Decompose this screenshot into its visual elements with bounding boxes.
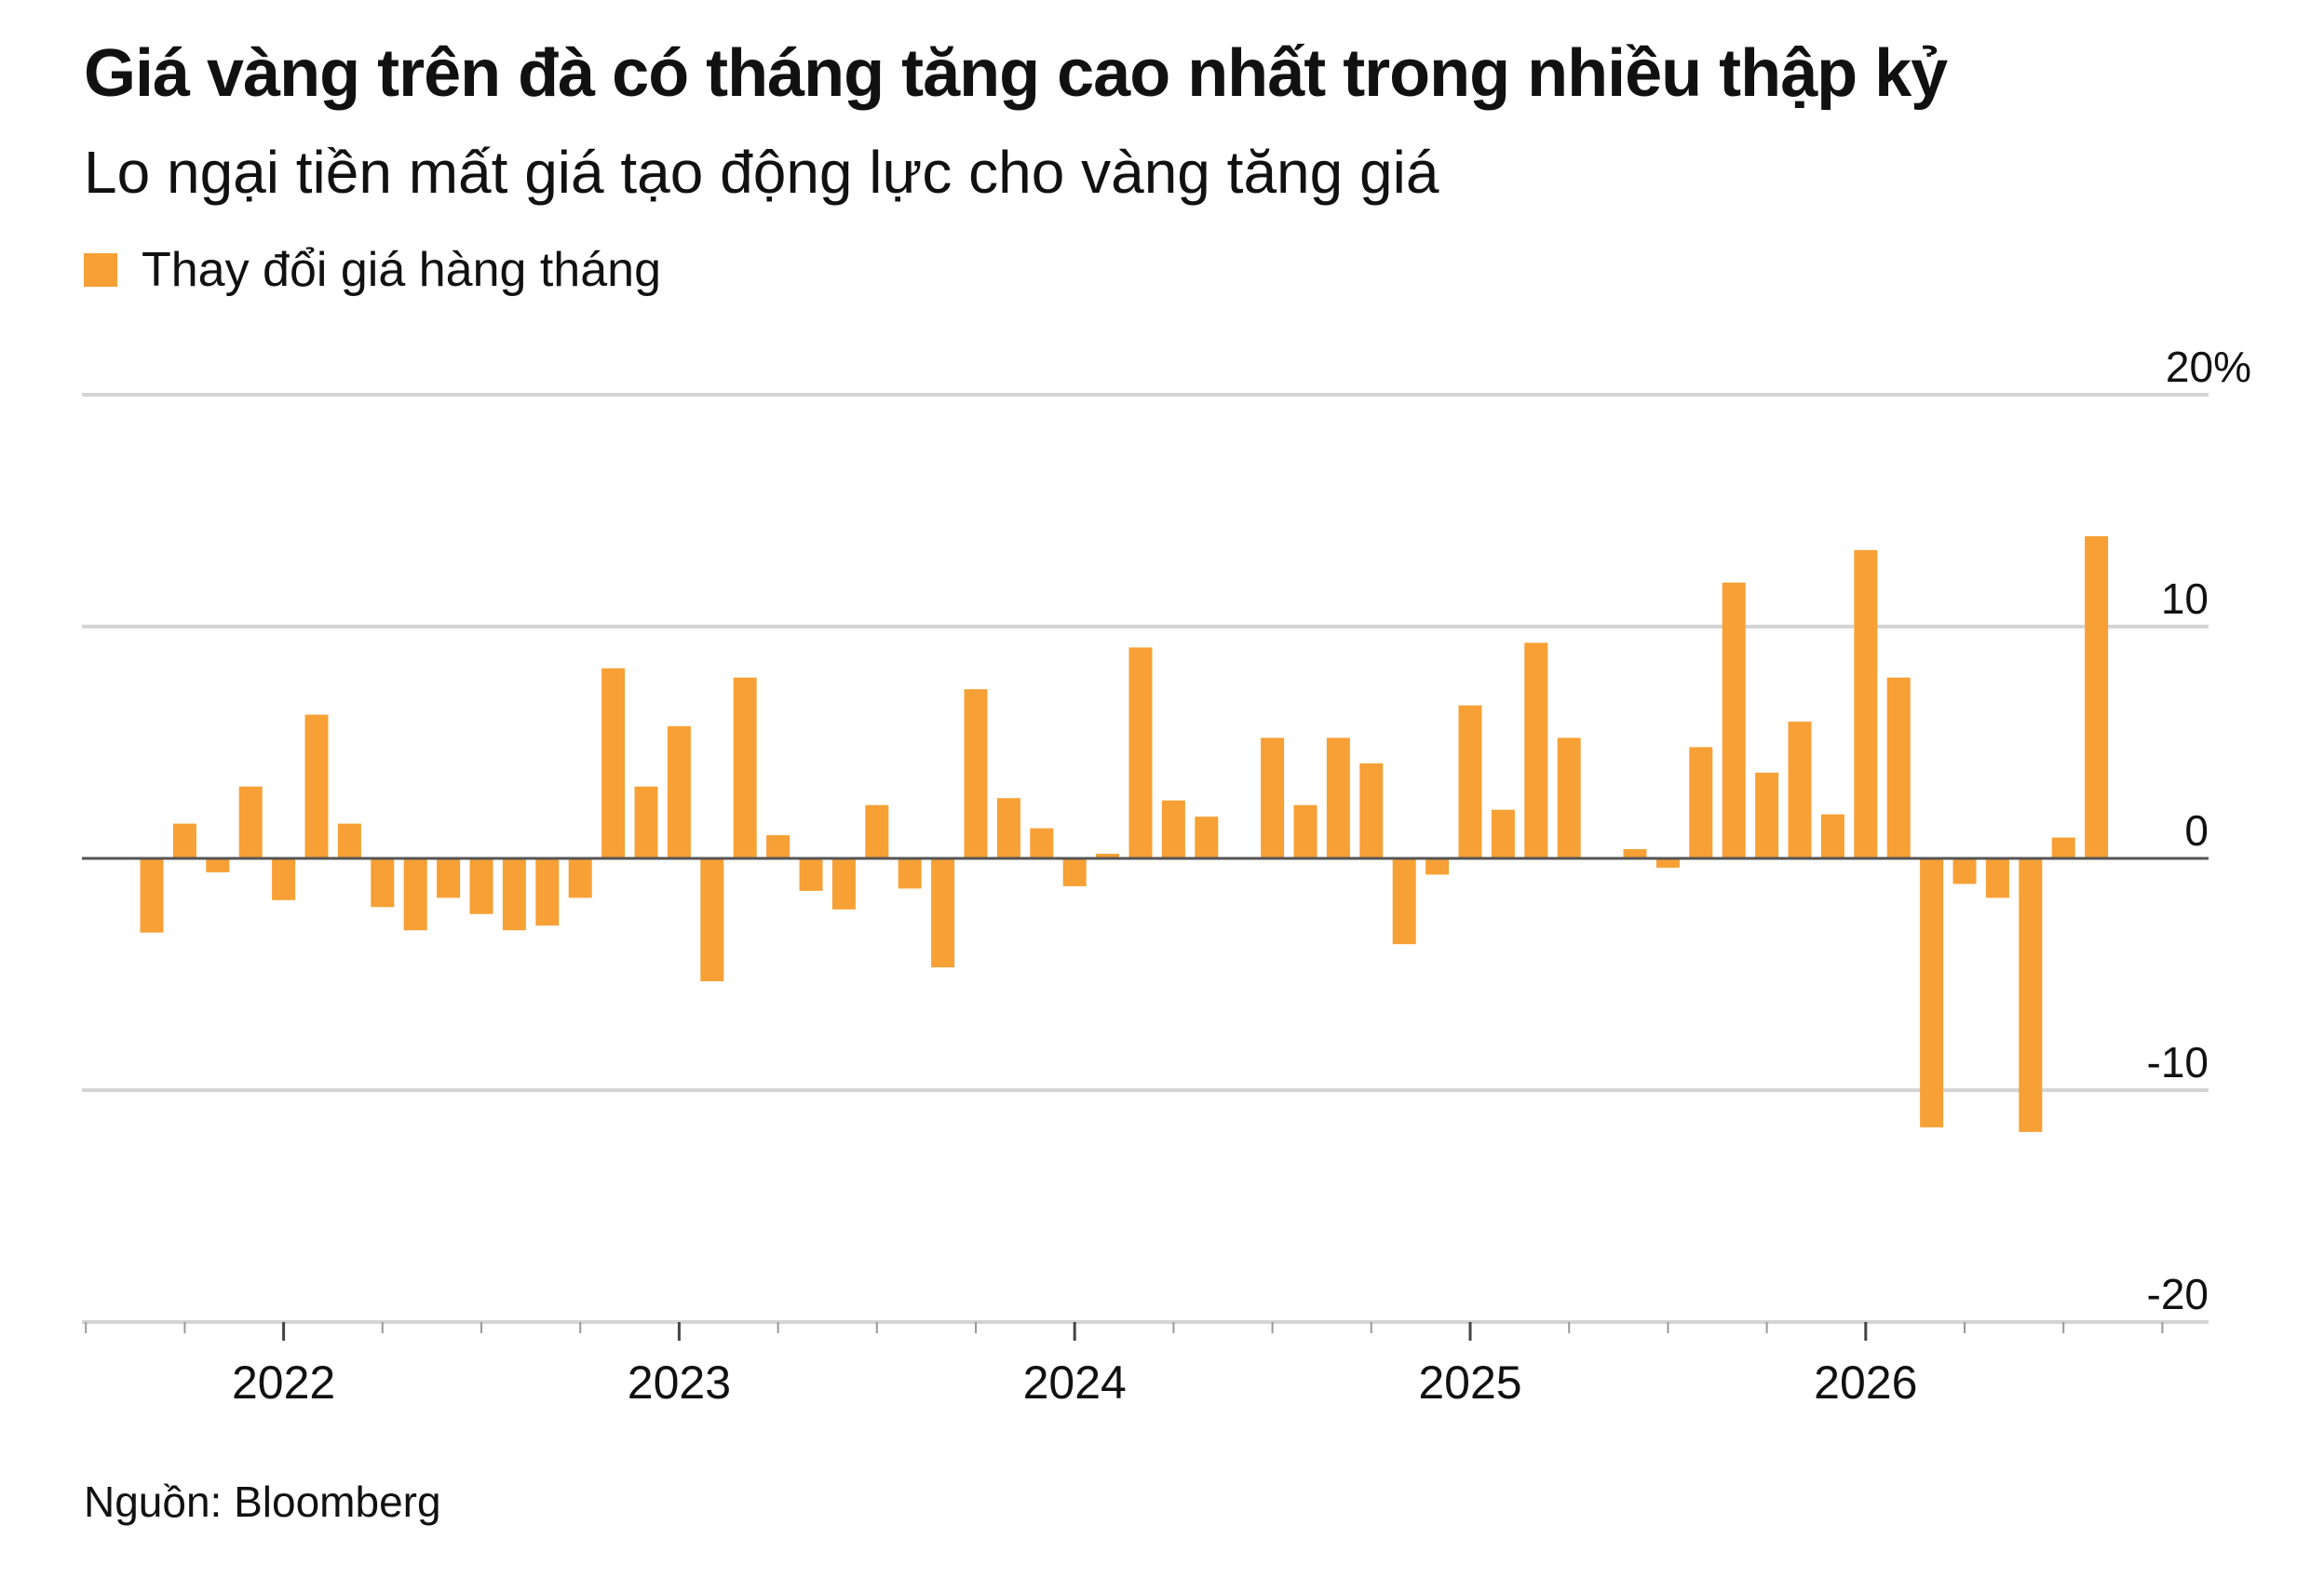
- bars: [140, 535, 2109, 1132]
- bar: [1524, 642, 1548, 858]
- bar: [172, 823, 196, 858]
- bar: [437, 858, 461, 898]
- bar: [996, 798, 1020, 858]
- y-tick-label: -20: [2147, 1270, 2209, 1318]
- bar: [1820, 814, 1844, 858]
- legend-label: Thay đổi giá hàng tháng: [142, 243, 661, 297]
- bar: [1886, 677, 1911, 858]
- bar: [469, 858, 493, 914]
- bar: [601, 668, 626, 858]
- bar: [1161, 800, 1185, 858]
- bar: [1755, 772, 1779, 858]
- bar: [1359, 763, 1384, 858]
- bar: [1722, 582, 1746, 858]
- bar: [2051, 837, 2075, 858]
- bar: [1030, 828, 1054, 858]
- x-tick-label: 2023: [628, 1356, 731, 1409]
- bar: [1062, 858, 1087, 886]
- bar: [535, 858, 560, 926]
- bar: [964, 689, 988, 858]
- bar: [766, 835, 790, 858]
- x-axis: 2022 2023 2024 2025 2026: [82, 1320, 2209, 1409]
- bar: [799, 858, 823, 891]
- bar: [1491, 809, 1515, 858]
- bar: [568, 858, 592, 898]
- bar: [1326, 737, 1350, 858]
- bar: [403, 858, 427, 931]
- bar: [1985, 858, 2009, 898]
- legend-swatch: [84, 253, 117, 287]
- bar: [1392, 858, 1416, 945]
- bar: [865, 804, 889, 858]
- bar: [1261, 737, 1285, 858]
- chart-subtitle: Lo ngại tiền mất giá tạo động lực cho và…: [84, 139, 1439, 206]
- bar: [206, 858, 230, 872]
- bar: [1788, 722, 1812, 858]
- bar: [634, 786, 658, 858]
- bar: [1920, 858, 1944, 1127]
- y-axis-ticks: 20% 10 0 -10 -20: [2147, 343, 2251, 1318]
- bar: [1854, 549, 1878, 858]
- bar: [1293, 804, 1317, 858]
- bar: [1195, 816, 1219, 858]
- bar: [2019, 858, 2043, 1132]
- bar: [733, 677, 757, 858]
- bar: [1557, 737, 1581, 858]
- bar: [1128, 647, 1153, 858]
- chart-title: Giá vàng trên đà có tháng tăng cao nhất …: [84, 36, 1948, 111]
- bar: [272, 858, 296, 900]
- bar: [898, 858, 922, 889]
- y-tick-label: 20%: [2166, 343, 2251, 391]
- x-tick-label: 2022: [232, 1356, 335, 1409]
- bar: [831, 858, 856, 910]
- x-tick-label: 2025: [1418, 1356, 1521, 1409]
- bar: [140, 858, 164, 933]
- bar: [1458, 705, 1482, 858]
- y-tick-label: 10: [2161, 574, 2209, 623]
- legend: Thay đổi giá hàng tháng: [84, 242, 661, 298]
- bar: [337, 823, 361, 858]
- bar: [502, 858, 526, 931]
- bar: [1425, 858, 1450, 875]
- bar: [1655, 858, 1680, 868]
- y-tick-label: -10: [2147, 1038, 2209, 1086]
- bar: [1623, 849, 1647, 858]
- bar: [371, 858, 395, 908]
- x-tick-label: 2026: [1814, 1356, 1917, 1409]
- bar: [2085, 535, 2109, 858]
- bar: [1096, 854, 1120, 858]
- bar: [1689, 747, 1713, 858]
- bar: [304, 714, 329, 858]
- bar: [931, 858, 955, 968]
- bar: [1952, 858, 1977, 884]
- bar: [700, 858, 724, 981]
- y-tick-label: 0: [2184, 806, 2209, 855]
- bar: [238, 786, 263, 858]
- source-note: Nguồn: Bloomberg: [84, 1478, 441, 1526]
- x-tick-label: 2024: [1023, 1356, 1127, 1409]
- bar: [667, 726, 691, 858]
